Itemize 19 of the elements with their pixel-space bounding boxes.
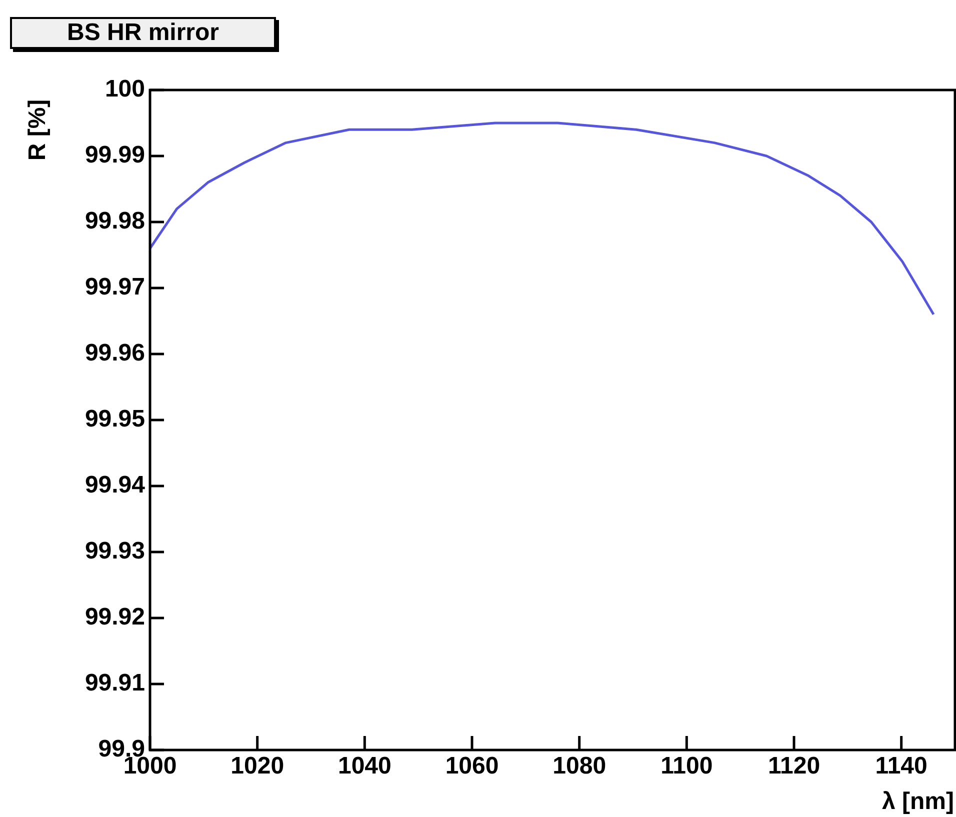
y-tick-label: 99.97 — [84, 274, 145, 301]
x-tick-label: 1040 — [338, 752, 392, 780]
x-tick-label: 1120 — [768, 752, 820, 780]
y-tick-label: 99.91 — [84, 670, 145, 697]
x-tick-label: 1020 — [230, 752, 284, 780]
x-tick-label: 1080 — [552, 752, 606, 780]
x-tick-label: 1100 — [660, 752, 713, 780]
y-tick-label: 99.94 — [84, 472, 146, 499]
x-tick-label: 1140 — [875, 752, 928, 780]
y-tick-label: 99.98 — [84, 208, 145, 235]
y-tick-label: 99.92 — [84, 604, 145, 631]
y-tick-label: 99.99 — [84, 142, 145, 169]
y-tick-label: 100 — [104, 76, 145, 103]
y-axis-title: R [%] — [24, 99, 52, 161]
x-axis-title: λ [nm] — [882, 788, 954, 816]
y-tick-label: 99.93 — [84, 538, 145, 565]
y-tick-label: 99.95 — [84, 406, 145, 433]
x-tick-label: 1060 — [445, 752, 499, 780]
y-tick-label: 99.96 — [84, 340, 145, 367]
